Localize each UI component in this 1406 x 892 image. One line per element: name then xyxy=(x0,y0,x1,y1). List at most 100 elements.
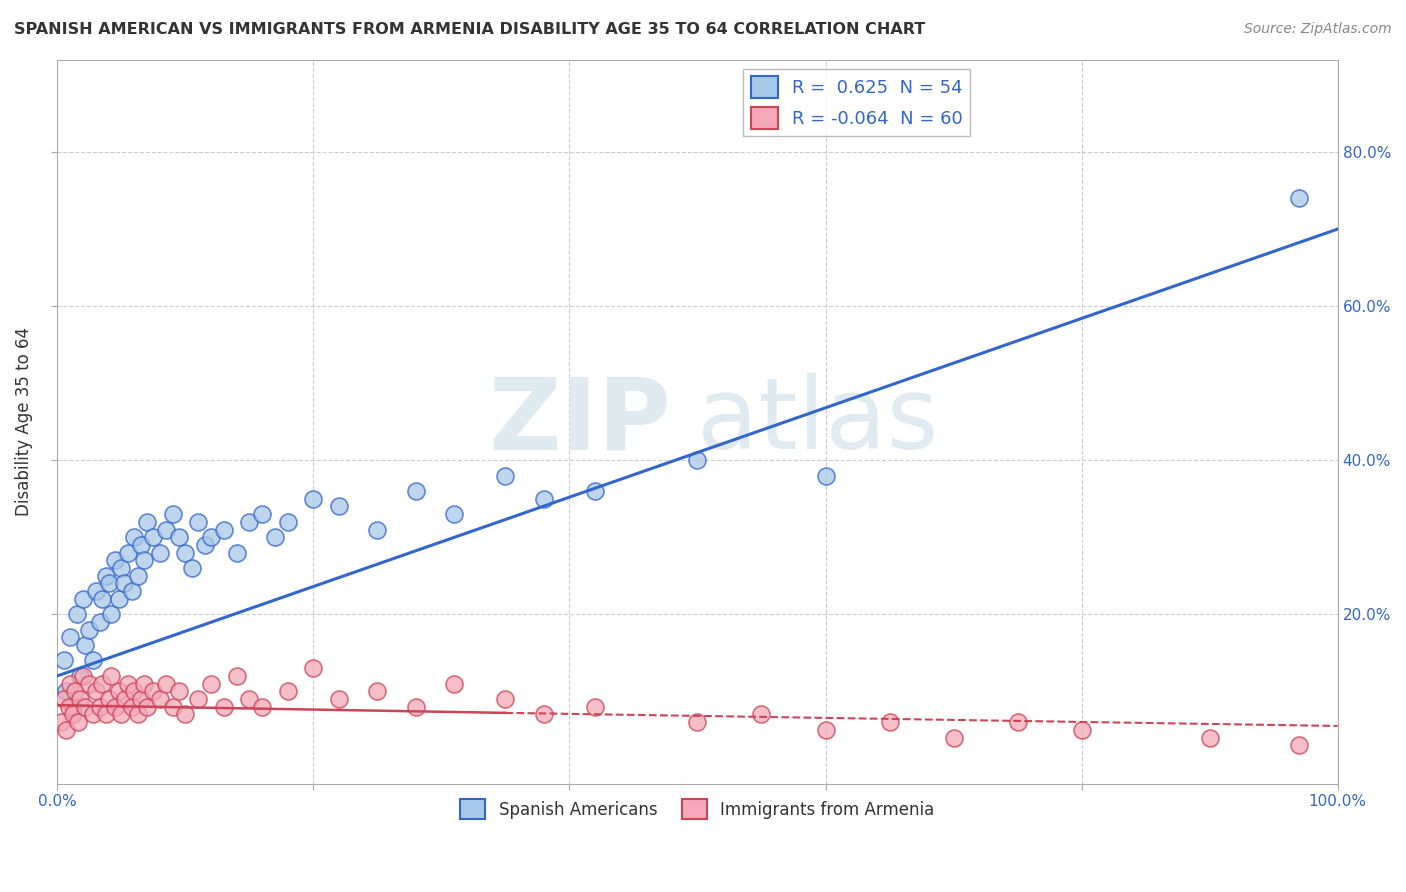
Point xyxy=(127,707,149,722)
Point xyxy=(107,591,129,606)
Point xyxy=(533,707,555,722)
Point xyxy=(405,699,427,714)
Point xyxy=(127,568,149,582)
Point xyxy=(58,699,80,714)
Point xyxy=(100,607,122,622)
Point xyxy=(97,576,120,591)
Point xyxy=(366,523,388,537)
Point xyxy=(155,676,177,690)
Point xyxy=(180,561,202,575)
Point xyxy=(162,507,184,521)
Y-axis label: Disability Age 35 to 64: Disability Age 35 to 64 xyxy=(15,327,32,516)
Point xyxy=(751,707,773,722)
Point xyxy=(225,669,247,683)
Text: ZIP: ZIP xyxy=(489,373,672,470)
Text: SPANISH AMERICAN VS IMMIGRANTS FROM ARMENIA DISABILITY AGE 35 TO 64 CORRELATION : SPANISH AMERICAN VS IMMIGRANTS FROM ARME… xyxy=(14,22,925,37)
Point xyxy=(110,707,132,722)
Point xyxy=(91,676,114,690)
Point xyxy=(114,692,136,706)
Text: Source: ZipAtlas.com: Source: ZipAtlas.com xyxy=(1244,22,1392,37)
Point xyxy=(104,699,127,714)
Point xyxy=(162,699,184,714)
Point xyxy=(879,715,901,730)
Point xyxy=(62,707,84,722)
Point xyxy=(264,530,287,544)
Point xyxy=(149,546,172,560)
Point xyxy=(1070,723,1092,737)
Point xyxy=(66,715,89,730)
Point xyxy=(167,684,190,698)
Point xyxy=(59,631,82,645)
Point xyxy=(302,491,325,506)
Point xyxy=(52,653,75,667)
Point xyxy=(121,699,143,714)
Point xyxy=(250,699,273,714)
Point xyxy=(167,530,190,544)
Point xyxy=(814,468,837,483)
Point xyxy=(75,699,97,714)
Point xyxy=(82,653,104,667)
Point xyxy=(84,684,107,698)
Point xyxy=(62,699,84,714)
Point xyxy=(69,692,91,706)
Point xyxy=(79,623,101,637)
Point xyxy=(136,699,159,714)
Point xyxy=(55,684,77,698)
Point xyxy=(1288,738,1310,752)
Point xyxy=(134,553,156,567)
Point xyxy=(686,453,709,467)
Point xyxy=(59,676,82,690)
Point xyxy=(155,523,177,537)
Point xyxy=(122,684,145,698)
Point xyxy=(142,684,165,698)
Point xyxy=(97,692,120,706)
Point xyxy=(142,530,165,544)
Point xyxy=(89,615,111,629)
Point xyxy=(366,684,388,698)
Point xyxy=(65,684,87,698)
Point xyxy=(814,723,837,737)
Point xyxy=(121,584,143,599)
Point xyxy=(94,707,117,722)
Point xyxy=(187,692,209,706)
Point xyxy=(212,699,235,714)
Point xyxy=(84,584,107,599)
Point xyxy=(94,568,117,582)
Point xyxy=(443,676,465,690)
Point xyxy=(72,591,94,606)
Point xyxy=(174,546,197,560)
Point xyxy=(104,553,127,567)
Point xyxy=(942,731,965,745)
Point xyxy=(117,546,139,560)
Point xyxy=(250,507,273,521)
Point xyxy=(200,676,222,690)
Point xyxy=(134,676,156,690)
Point xyxy=(79,676,101,690)
Point xyxy=(193,538,215,552)
Point xyxy=(122,530,145,544)
Point xyxy=(328,692,350,706)
Point xyxy=(149,692,172,706)
Point xyxy=(238,692,260,706)
Point xyxy=(277,684,299,698)
Point xyxy=(238,515,260,529)
Point xyxy=(187,515,209,529)
Point xyxy=(302,661,325,675)
Point xyxy=(1288,191,1310,205)
Point xyxy=(174,707,197,722)
Point xyxy=(129,692,152,706)
Point xyxy=(200,530,222,544)
Point xyxy=(686,715,709,730)
Point xyxy=(91,591,114,606)
Point xyxy=(583,483,606,498)
Point xyxy=(225,546,247,560)
Point xyxy=(52,692,75,706)
Point xyxy=(89,699,111,714)
Point xyxy=(117,676,139,690)
Point xyxy=(1007,715,1029,730)
Point xyxy=(75,638,97,652)
Point xyxy=(136,515,159,529)
Point xyxy=(55,723,77,737)
Point xyxy=(129,538,152,552)
Point xyxy=(328,500,350,514)
